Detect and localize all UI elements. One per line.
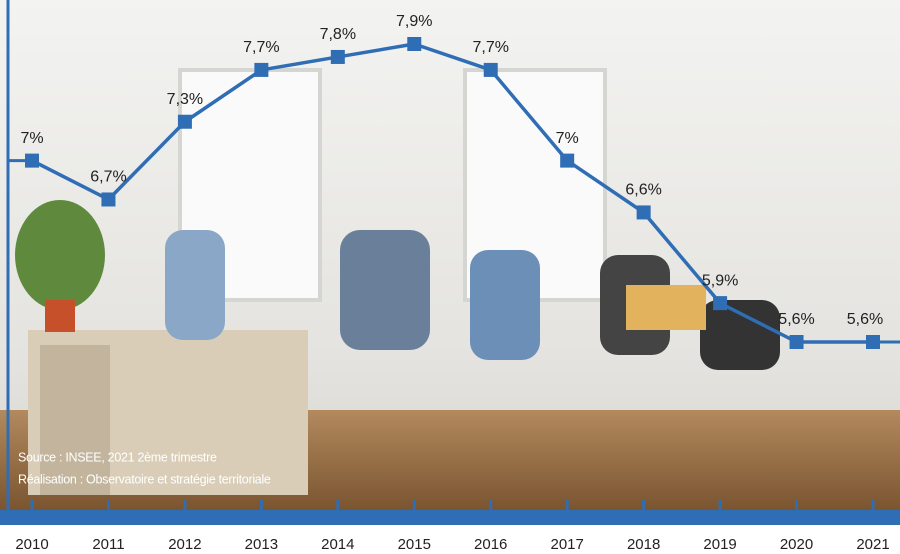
value-label: 7,7%	[243, 39, 279, 56]
x-tick-label: 2015	[398, 536, 431, 553]
x-tick-label: 2012	[168, 536, 201, 553]
value-label: 7,3%	[167, 91, 203, 108]
x-axis-band	[0, 510, 900, 525]
x-tick-label: 2014	[321, 536, 354, 553]
value-label: 7,7%	[472, 39, 508, 56]
x-tick-label: 2019	[703, 536, 736, 553]
x-tick-label: 2017	[550, 536, 583, 553]
x-tick-label: 2020	[780, 536, 813, 553]
data-point	[254, 62, 269, 77]
data-line	[31, 42, 873, 344]
source: Source : INSEE, 2021 2ème trimestre	[18, 450, 217, 464]
data-point	[25, 153, 39, 168]
data-point	[789, 335, 804, 349]
x-tick-label: 2018	[627, 536, 660, 553]
data-point	[407, 37, 422, 51]
credit: Réalisation : Observatoire et stratégie …	[18, 472, 271, 486]
value-label: 7%	[20, 130, 43, 147]
x-tick-label: 2011	[92, 536, 124, 553]
x-tick-label: 2016	[474, 536, 507, 553]
value-label: 6,7%	[90, 169, 126, 186]
value-label: 7,8%	[320, 26, 356, 43]
data-point	[636, 205, 651, 220]
x-tick-label: 2013	[245, 536, 278, 553]
value-label: 5,6%	[778, 311, 814, 328]
value-label: 7,9%	[396, 13, 432, 30]
value-label: 5,9%	[702, 272, 738, 289]
value-label: 5,6%	[847, 311, 883, 328]
data-point	[330, 49, 345, 64]
data-point	[713, 296, 728, 311]
x-tick-label: 2021	[856, 536, 889, 553]
background-photo	[0, 0, 900, 510]
data-point	[101, 192, 116, 207]
value-label: 7%	[556, 130, 579, 147]
data-point	[866, 335, 880, 349]
data-point	[177, 114, 192, 129]
value-label: 6,6%	[625, 182, 661, 199]
x-tick-label: 2010	[15, 536, 48, 553]
data-point	[483, 62, 498, 77]
data-point	[560, 153, 575, 168]
